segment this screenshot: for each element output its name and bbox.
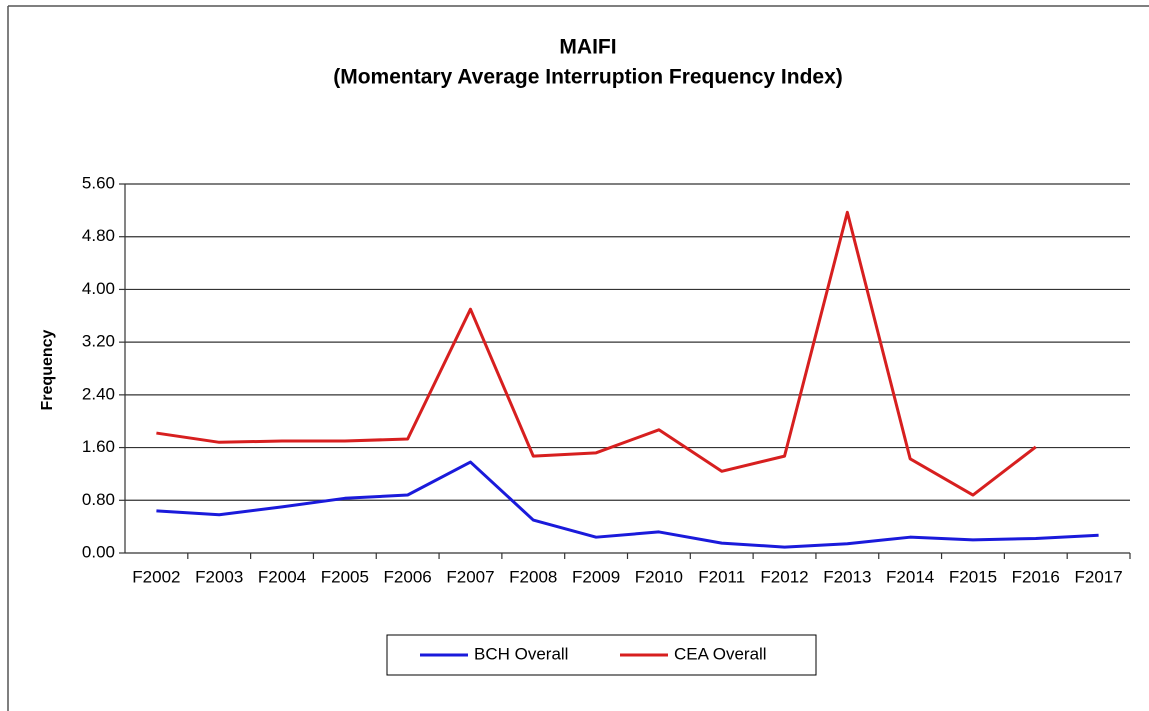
- x-tick-label: F2004: [258, 567, 306, 586]
- chart-subtitle: (Momentary Average Interruption Frequenc…: [333, 66, 843, 89]
- y-tick-label: 4.80: [82, 226, 115, 245]
- legend-label: BCH Overall: [474, 644, 568, 663]
- chart-title: MAIFI: [559, 36, 616, 59]
- y-axis-label: Frequency: [39, 329, 56, 410]
- y-tick-label: 1.60: [82, 437, 115, 456]
- x-tick-label: F2003: [195, 567, 243, 586]
- x-tick-label: F2005: [321, 567, 369, 586]
- x-tick-label: F2017: [1074, 567, 1122, 586]
- x-tick-label: F2011: [698, 567, 745, 586]
- series-line: [156, 460, 1099, 549]
- y-tick-label: 5.60: [82, 173, 115, 192]
- x-tick-label: F2007: [446, 567, 494, 586]
- x-tick-label: F2006: [384, 567, 432, 586]
- x-tick-label: F2015: [949, 567, 997, 586]
- x-tick-label: F2010: [635, 567, 683, 586]
- x-tick-label: F2008: [509, 567, 557, 586]
- y-tick-label: 2.40: [82, 384, 115, 403]
- x-tick-label: F2013: [823, 567, 871, 586]
- y-tick-label: 4.00: [82, 279, 115, 298]
- series-line: [156, 210, 1037, 497]
- y-tick-label: 3.20: [82, 332, 115, 351]
- legend-label: CEA Overall: [674, 644, 767, 663]
- x-tick-label: F2009: [572, 567, 620, 586]
- x-tick-label: F2002: [132, 567, 180, 586]
- x-tick-label: F2012: [760, 567, 808, 586]
- y-tick-label: 0.80: [82, 490, 115, 509]
- y-tick-label: 0.00: [82, 542, 115, 561]
- x-tick-label: F2014: [886, 567, 934, 586]
- x-tick-label: F2016: [1012, 567, 1060, 586]
